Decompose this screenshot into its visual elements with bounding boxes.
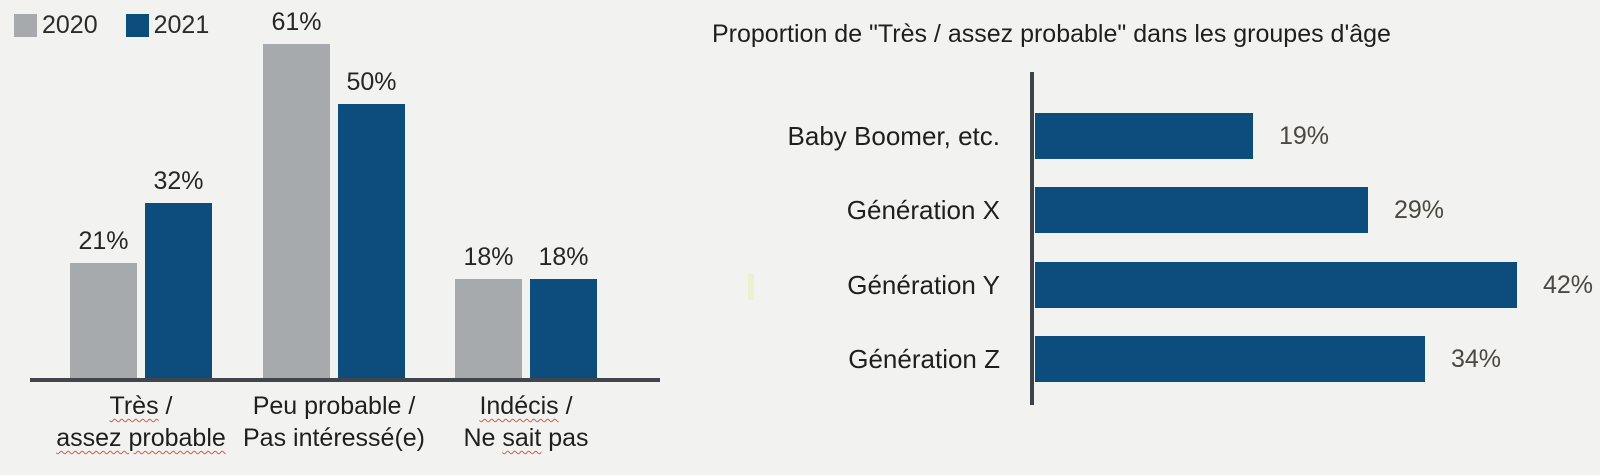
h-bar-2	[1035, 262, 1517, 308]
legend-label-2021: 2021	[153, 11, 210, 39]
legend-swatch-2021	[125, 14, 149, 37]
h-bar-0	[1035, 113, 1253, 159]
highlight-artifact	[748, 274, 754, 300]
y-axis-line	[1030, 72, 1034, 405]
bar-row-0: Baby Boomer, etc. 19%	[0, 113, 1600, 159]
legend-item-2021: 2021	[125, 11, 210, 39]
h-bar-3	[1035, 336, 1425, 382]
bar-value-2020-0: 21%	[78, 227, 129, 255]
chart-legend: 2020 2021	[14, 11, 210, 39]
category-text: sait	[502, 424, 542, 452]
h-bar-1	[1035, 187, 1368, 233]
bar-2021-2	[530, 279, 597, 378]
h-bar-value-0: 19%	[1279, 122, 1330, 150]
bar-value-2020-1: 61%	[271, 8, 322, 36]
category-text: /	[558, 392, 573, 420]
h-bar-value-1: 29%	[1394, 196, 1445, 224]
grouped-bar-plot-area: 21% 61% 18% 32% 50% 18%	[0, 0, 660, 378]
row-label-2: Génération Y	[847, 270, 1000, 300]
chart-title: Proportion de "Très / assez probable" da…	[712, 20, 1391, 48]
bar-2020-2	[455, 279, 522, 378]
bar-value-2021-1: 50%	[346, 68, 397, 96]
bar-row-2: Génération Y 42%	[0, 262, 1600, 308]
category-text: Ne	[463, 424, 503, 452]
category-text: pas	[541, 424, 589, 452]
category-text: Peu probable /	[252, 392, 416, 420]
category-label-2: Indécis / Ne sait pas	[406, 390, 646, 454]
bar-row-3: Génération Z 34%	[0, 336, 1600, 382]
bar-value-2021-2: 18%	[538, 243, 589, 271]
row-label-1: Génération X	[846, 195, 1000, 225]
legend-swatch-2020	[14, 14, 37, 37]
bar-value-2020-2: 18%	[463, 243, 514, 271]
bar-2021-1	[338, 104, 405, 378]
category-text: Très	[109, 392, 159, 420]
bar-row-1: Génération X 29%	[0, 187, 1600, 233]
category-text: assez probable	[56, 424, 226, 452]
category-label-1: Peu probable / Pas intéressé(e)	[214, 390, 454, 454]
category-text: Pas intéressé(e)	[242, 424, 426, 452]
row-label-3: Génération Z	[848, 344, 1000, 374]
category-label-0: Très / assez probable	[21, 390, 261, 454]
bar-value-2021-0: 32%	[153, 167, 204, 195]
category-text: /	[158, 392, 173, 420]
category-text: Indécis	[479, 392, 559, 420]
x-axis-line	[30, 378, 660, 382]
row-label-0: Baby Boomer, etc.	[787, 121, 1000, 151]
h-bar-value-3: 34%	[1451, 345, 1502, 373]
h-bar-value-2: 42%	[1543, 271, 1594, 299]
bar-2020-0	[70, 263, 137, 378]
legend-label-2020: 2020	[42, 11, 98, 39]
legend-item-2020: 2020	[14, 11, 98, 39]
bar-2021-0	[145, 203, 212, 378]
bar-2020-1	[263, 44, 330, 378]
